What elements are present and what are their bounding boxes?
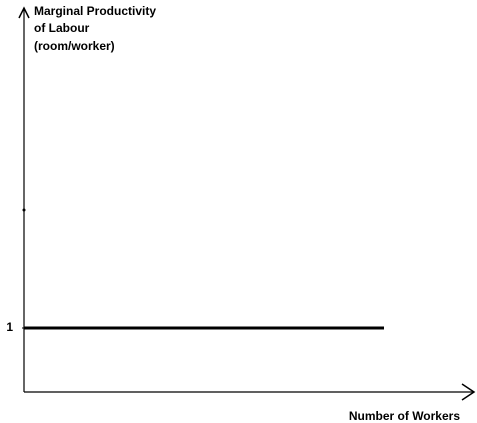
y-axis-arrow [18, 6, 30, 19]
y-tick-label: 1 [6, 320, 13, 334]
x-axis-label: Number of Workers [349, 409, 460, 423]
y-axis-label: (room/worker) [34, 39, 115, 53]
x-axis-arrow [461, 383, 476, 401]
y-axis-label: Marginal Productivity [34, 4, 156, 18]
axis-dot [22, 208, 26, 212]
y-axis-label: of Labour [34, 21, 90, 35]
